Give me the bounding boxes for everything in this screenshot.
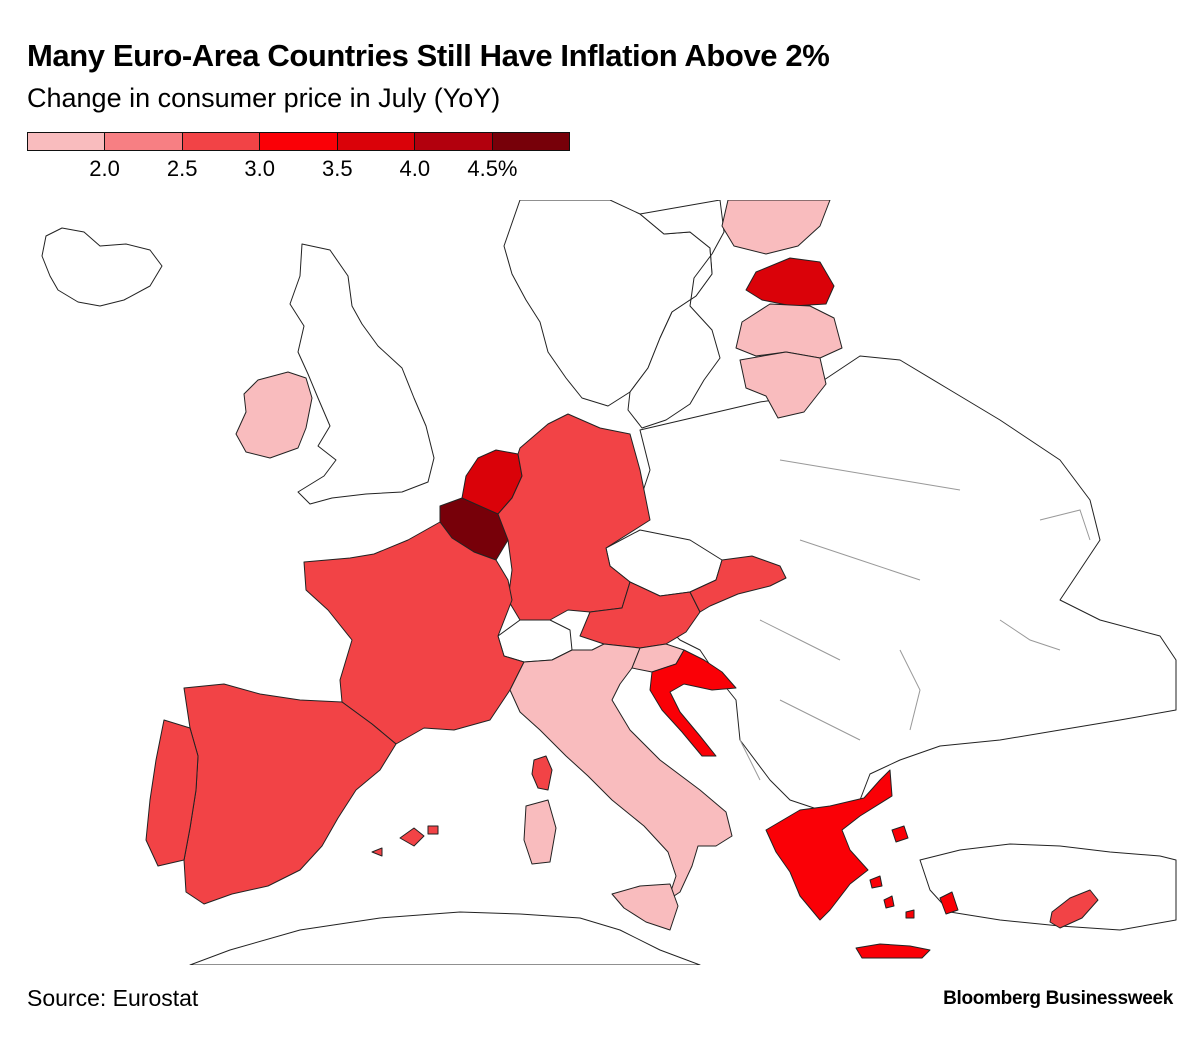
legend-tick-label: 2.0: [89, 156, 120, 181]
country-crete: [855, 943, 931, 959]
land-iceland: [41, 227, 163, 307]
legend-swatch-6: [415, 133, 493, 150]
legend-swatch-7: [492, 133, 569, 150]
legend-tick-label: 3.0: [244, 156, 275, 181]
land-great-britain: [289, 243, 435, 505]
country-italy: [509, 643, 733, 901]
base-land: [41, 200, 1177, 965]
legend-swatch-3: [182, 133, 261, 150]
euro-countries: [145, 200, 1099, 959]
country-slovakia: [689, 555, 787, 613]
country-greek-islands: [869, 825, 959, 919]
chart-title: Many Euro-Area Countries Still Have Infl…: [27, 38, 830, 73]
legend-swatch-1: [28, 133, 106, 150]
brand-logo-text: Bloomberg Businessweek: [943, 988, 1173, 1009]
legend-color-bar: [27, 132, 570, 151]
country-ireland: [235, 371, 313, 459]
country-corsica: [531, 755, 553, 791]
country-greece: [765, 769, 893, 921]
legend-tick-label: 2.5: [166, 156, 198, 181]
border-ukraine-crimea: [999, 509, 1091, 651]
border-belarus-ukraine: [779, 459, 961, 581]
country-finland: [721, 200, 831, 255]
country-portugal: [145, 719, 199, 867]
country-austria: [579, 581, 701, 649]
source-note: Source: Eurostat: [27, 985, 199, 1011]
country-sardinia: [523, 799, 557, 865]
country-lithuania: [739, 351, 827, 419]
land-sweden-south: [627, 200, 725, 429]
legend-swatch-4: [260, 133, 338, 150]
legend-swatch-2: [105, 133, 183, 150]
legend-tick-label: 4.5%: [467, 156, 518, 181]
land-turkey: [919, 843, 1177, 931]
country-estonia: [745, 257, 835, 307]
legend-swatch-5: [337, 133, 416, 150]
country-latvia: [735, 303, 843, 359]
chart-subtitle: Change in consumer price in July (YoY): [27, 83, 501, 113]
color-legend: 2.0 2.5 3.0 3.5 4.0 4.5%: [27, 132, 572, 188]
country-croatia: [649, 649, 737, 757]
europe-map: [41, 200, 1177, 965]
country-germany: [497, 413, 651, 621]
country-cyprus: [1049, 889, 1099, 929]
country-balearic: [371, 825, 439, 857]
legend-tick-label: 3.5: [321, 156, 353, 181]
land-north-africa: [189, 911, 701, 965]
border-balkans: [739, 619, 921, 781]
country-sicily: [611, 883, 679, 931]
legend-tick-label: 4.0: [399, 156, 431, 181]
